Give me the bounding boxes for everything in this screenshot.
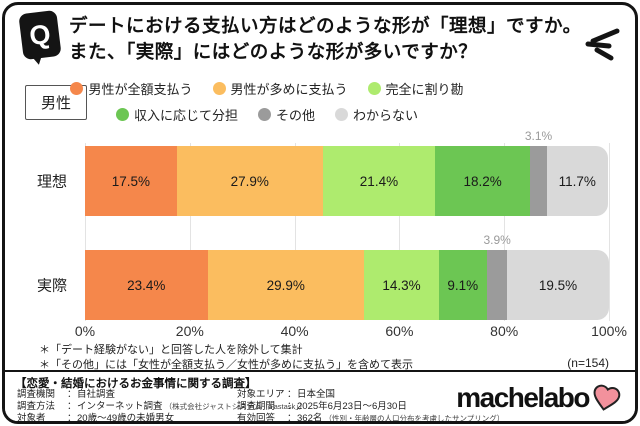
info-row-separator: ： xyxy=(67,401,77,412)
info-row-label: 調査機関 xyxy=(17,389,56,400)
info-row-label: 調査方法 xyxy=(17,401,56,412)
info-col-right: 対象エリア ：日本全国 調査期間 ：2025年6月23日〜6月30日 有効回答 ：362名… xyxy=(237,389,505,424)
bar-segment xyxy=(486,250,507,320)
title-line-1: デートにおける支払い方はどのような形が「理想」ですか。 xyxy=(69,15,582,36)
bar-ideal: 理想 17.5% 27.9% 21.4% 18.2% 3.1% 11.7% xyxy=(37,129,609,216)
info-row-label: 対象者 xyxy=(17,413,46,424)
survey-info-title: 【恋愛・結婚におけるお金事情に関する調査】 xyxy=(15,378,257,390)
x-tick-label: 40% xyxy=(280,323,309,339)
bar-actual-label: 実際 xyxy=(36,277,67,295)
legend-row-1: 男性が全額支払う 男性が多めに支払う 完全に割り勘 xyxy=(70,79,464,98)
info-row-value: 20歳〜49歳の未婚男女 xyxy=(77,413,175,424)
bar-segment: 17.5% xyxy=(85,146,177,216)
info-row: 対象者 ：20歳〜49歳の未婚男女 xyxy=(17,413,307,424)
info-row-separator: ： xyxy=(287,389,297,400)
legend-row-2: 収入に応じて分担 その他 わからない xyxy=(91,105,443,124)
chart-legend: 男性が全額支払う 男性が多めに支払う 完全に割り勘 収入に応じて分担 その他 わからない xyxy=(70,79,464,131)
legend-dot-icon xyxy=(70,82,84,95)
gridline xyxy=(85,143,86,321)
info-row-value: 2025年6月23日〜6月30日 xyxy=(297,401,407,412)
bar-segment: 11.7% xyxy=(546,146,608,216)
gridline xyxy=(504,143,506,321)
bar-segment: 27.9% xyxy=(176,146,323,216)
question-icon-letter: Q xyxy=(27,18,53,51)
footnote-2: ＊「その他」には「女性が全額支払う／女性が多めに支払う」を含めて表示 xyxy=(39,359,413,371)
info-row-value: 日本全国 xyxy=(297,389,336,400)
bar-segment-outside-label: 3.9% xyxy=(483,233,511,247)
emphasis-mark-icon xyxy=(585,28,620,61)
info-row-label: 調査期間 xyxy=(237,401,276,412)
bar-segment: 14.3% xyxy=(364,250,439,320)
legend-item-label: わからない xyxy=(353,108,419,123)
x-tick-label: 80% xyxy=(490,323,519,339)
bar-actual: 実際 23.4% 29.9% 14.3% 9.1% 3.9% 19.5% xyxy=(37,233,609,320)
legend-dot-icon xyxy=(335,108,348,121)
legend-item-label: 完全に割り勘 xyxy=(385,82,464,97)
x-tick-label: 0% xyxy=(74,323,96,339)
legend-item-label: 男性が全額支払う xyxy=(88,82,193,97)
question-icon: Q xyxy=(18,9,62,61)
info-row-note: （株式会社ジャストシステム「Fastask」） xyxy=(162,402,307,411)
gridline xyxy=(189,143,191,321)
info-row: 対象エリア ：日本全国 xyxy=(237,389,504,401)
info-row: 調査期間 ：2025年6月23日〜6月30日 xyxy=(237,401,504,413)
footnotes: ＊「デート経験がない」と回答した人を除外して集計 ＊「その他」には「女性が全額支… xyxy=(39,343,413,373)
heart-icon xyxy=(593,384,621,411)
info-row-value: 362名 xyxy=(297,413,323,424)
bar-segment: 18.2% xyxy=(435,146,531,216)
info-row-separator: ： xyxy=(287,401,297,412)
legend-item: わからない xyxy=(335,105,418,124)
x-tick-label: 100% xyxy=(591,323,627,339)
title-line-2: また、「実際」にはどのような形が多いですか？ xyxy=(69,41,478,62)
brand-logo: machelabo xyxy=(456,382,621,414)
x-tick-label: 20% xyxy=(175,323,204,339)
plot-area: 理想 17.5% 27.9% 21.4% 18.2% 3.1% 11.7% 実際 23.4… xyxy=(37,129,610,321)
info-row-separator: ： xyxy=(67,413,77,424)
bar-segment: 9.1% xyxy=(438,250,487,320)
gridline xyxy=(399,143,401,321)
info-row: 調査方法 ：インターネット調査 （株式会社ジャストシステム「Fastask」） xyxy=(17,401,307,413)
info-row-note: （性別・年齢層の人口分布を考慮したサンプリング） xyxy=(322,414,505,423)
legend-item-label: 収入に応じて分担 xyxy=(133,108,238,123)
info-row-value: 自社調査 xyxy=(77,389,116,400)
bar-ideal-label: 理想 xyxy=(36,173,67,191)
survey-info-panel: 【恋愛・結婚におけるお金事情に関する調査】 調査機関 ：自社調査 調査方法 ：インター… xyxy=(5,370,635,421)
legend-item: 収入に応じて分担 xyxy=(115,105,238,124)
legend-dot-icon xyxy=(257,108,271,121)
info-row-value: インターネット調査 xyxy=(77,401,163,412)
bar-segment: 23.4% xyxy=(85,250,208,320)
x-tick-label: 60% xyxy=(385,323,414,339)
legend-item: その他 xyxy=(257,105,315,124)
bar-segment-outside-label: 3.1% xyxy=(524,129,553,143)
page-title: デートにおける支払い方はどのような形が「理想」ですか。 また、「実際」にはどのよ… xyxy=(69,13,582,65)
legend-dot-icon xyxy=(212,82,226,95)
legend-item-label: 男性が多めに支払う xyxy=(230,82,348,97)
info-row-separator: ： xyxy=(287,413,297,424)
bar-segment: 21.4% xyxy=(322,146,435,216)
sample-size-label: (n=154) xyxy=(567,356,609,370)
info-row-label: 有効回答 xyxy=(237,413,276,424)
legend-item: 完全に割り勘 xyxy=(367,79,464,98)
info-row: 調査機関 ：自社調査 xyxy=(17,389,307,401)
legend-dot-icon xyxy=(115,108,129,121)
gridline xyxy=(609,143,610,321)
brand-logo-text: machelabo xyxy=(456,382,590,413)
gridline xyxy=(294,143,296,321)
legend-dot-icon xyxy=(367,82,381,95)
bar-segment: 19.5% xyxy=(506,250,609,320)
legend-item-label: その他 xyxy=(275,108,315,123)
footnote-1: ＊「デート経験がない」と回答した人を除外して集計 xyxy=(39,344,303,356)
info-row: 有効回答 ：362名 （性別・年齢層の人口分布を考慮したサンプリング） xyxy=(237,413,505,424)
bar-segment xyxy=(530,146,547,216)
x-axis: 0% 20% 40% 60% 80% 100% xyxy=(75,323,627,341)
info-row-label: 対象エリア xyxy=(237,389,285,400)
bar-segment: 29.9% xyxy=(207,250,365,320)
legend-item: 男性が多めに支払う xyxy=(212,79,348,98)
info-col-left: 調査機関 ：自社調査 調査方法 ：インターネット調査 （株式会社ジャストシステム「Fa… xyxy=(17,389,307,424)
info-row-separator: ： xyxy=(67,389,77,400)
legend-item: 男性が全額支払う xyxy=(70,79,193,98)
